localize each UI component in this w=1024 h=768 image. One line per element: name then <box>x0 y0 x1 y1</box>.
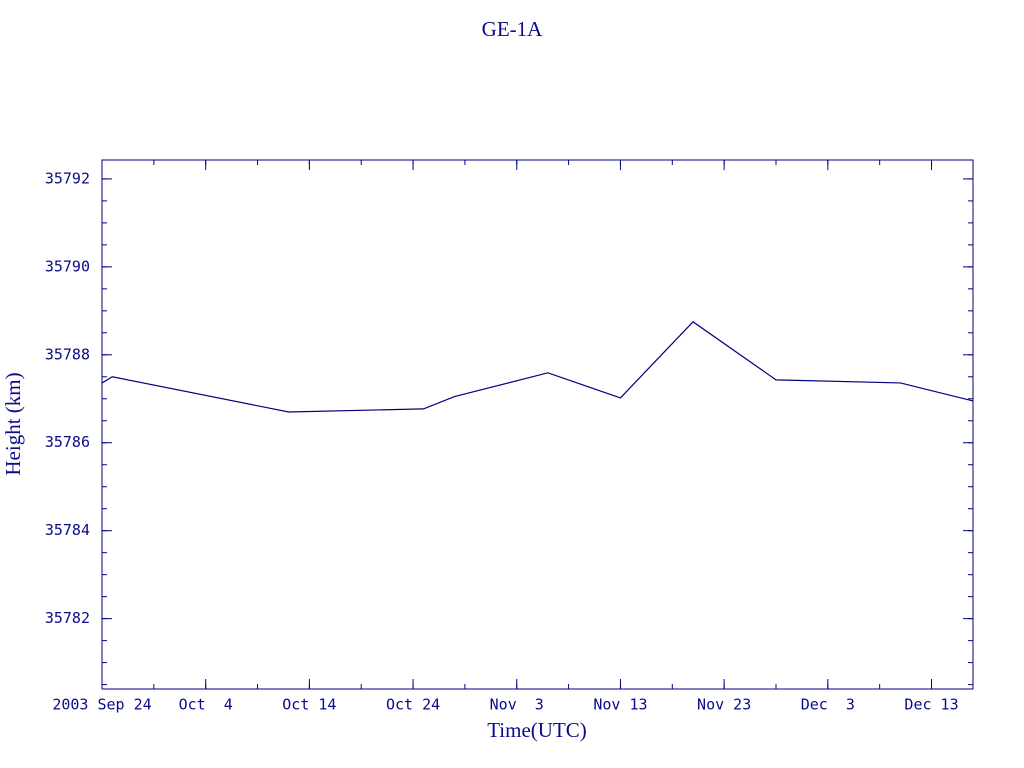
x-tick-label: Nov 23 <box>697 696 751 714</box>
y-tick-label: 35782 <box>45 609 90 627</box>
y-tick-label: 35792 <box>45 169 90 187</box>
plot-frame <box>101 159 974 690</box>
y-tick-label: 35788 <box>45 345 90 363</box>
x-tick-label: Nov 3 <box>490 696 544 714</box>
y-tick-label: 35784 <box>45 521 90 539</box>
chart-title: GE-1A <box>482 17 543 41</box>
x-tick-label: Dec 13 <box>904 696 958 714</box>
x-tick-label: Oct 4 <box>179 696 233 714</box>
x-tick-label: 2003 Sep 24 <box>52 696 151 714</box>
x-tick-label: Oct 24 <box>386 696 440 714</box>
x-tick-label: Dec 3 <box>801 696 855 714</box>
y-tick-label: 35786 <box>45 433 90 451</box>
x-tick-label: Oct 14 <box>282 696 336 714</box>
y-tick-label: 35790 <box>45 257 90 275</box>
x-tick-label: Nov 13 <box>593 696 647 714</box>
data-line <box>101 321 974 413</box>
x-axis-title: Time(UTC) <box>487 718 587 742</box>
y-axis-title: Height (km) <box>1 372 25 475</box>
